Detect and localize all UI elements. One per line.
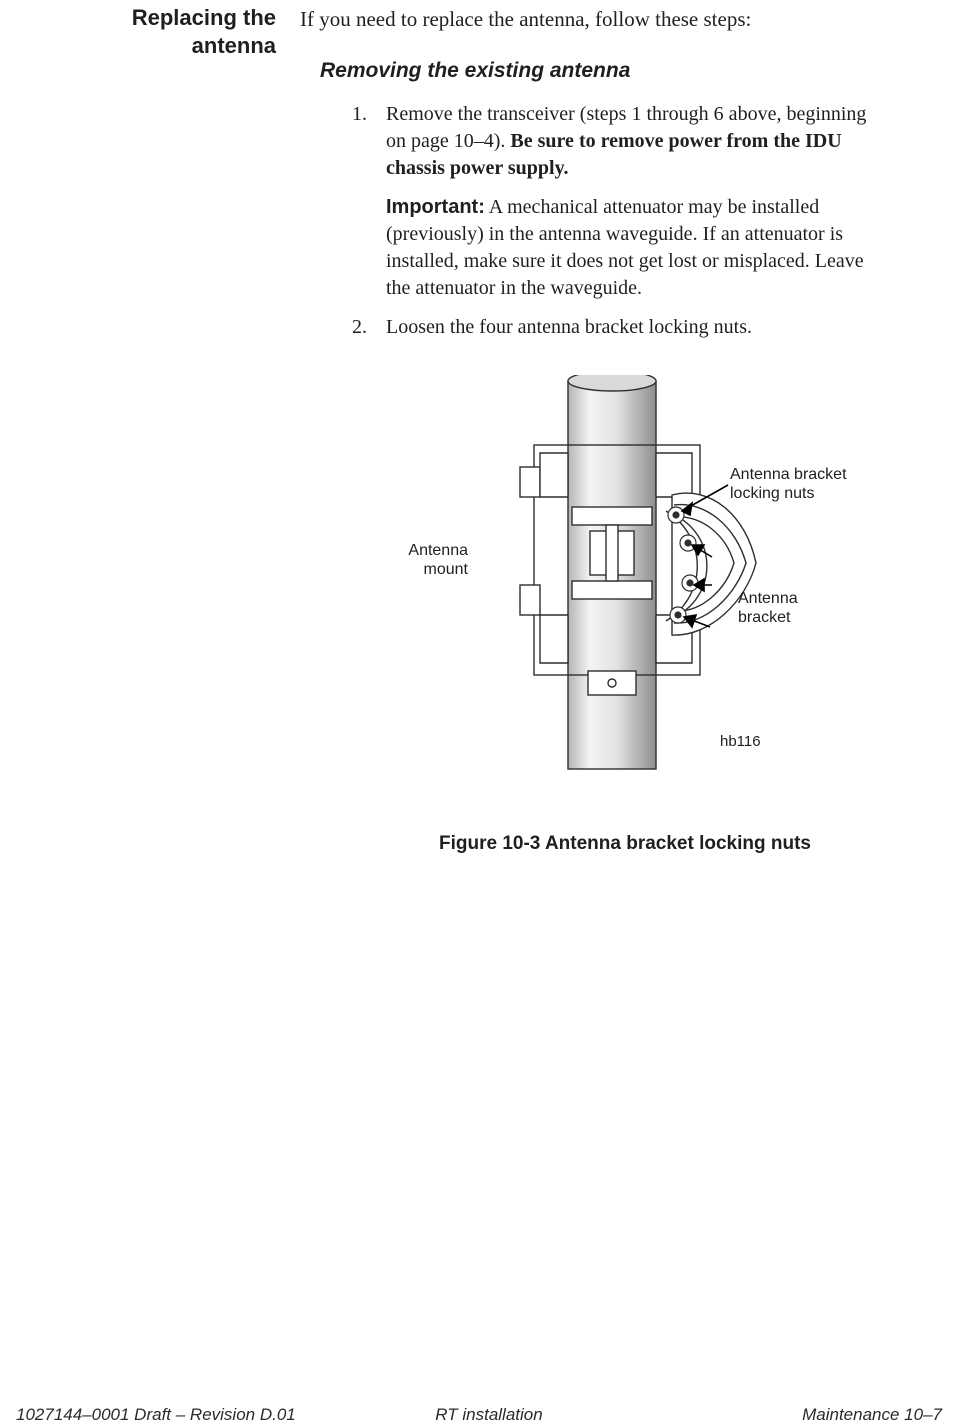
antenna-bracket-diagram bbox=[460, 375, 760, 775]
main-column: If you need to replace the antenna, foll… bbox=[300, 4, 930, 855]
figure-caption: Figure 10-3 Antenna bracket locking nuts bbox=[340, 833, 910, 855]
callout-text: bracket bbox=[738, 609, 790, 626]
section-heading: Replacing the antenna bbox=[48, 4, 276, 59]
callout-locking-nuts: Antenna bracket locking nuts bbox=[730, 465, 890, 503]
figure-block: Antenna mount Antenna bracket locking nu… bbox=[340, 365, 910, 855]
figure-canvas: Antenna mount Antenna bracket locking nu… bbox=[340, 365, 900, 805]
important-label: Important: bbox=[386, 196, 485, 218]
ordered-steps: Remove the transceiver (steps 1 through … bbox=[340, 101, 890, 341]
callout-antenna-mount: Antenna mount bbox=[388, 541, 468, 579]
step-1: Remove the transceiver (steps 1 through … bbox=[372, 101, 890, 302]
figure-caption-title: Antenna bracket locking nuts bbox=[545, 833, 811, 854]
callout-text: Antenna bbox=[738, 590, 798, 607]
side-column: Replacing the antenna bbox=[0, 4, 300, 855]
footer-left: 1027144–0001 Draft – Revision D.01 bbox=[16, 1405, 296, 1425]
callout-text: mount bbox=[424, 561, 468, 578]
diagram-svg bbox=[460, 375, 760, 775]
footer-right: Maintenance 10–7 bbox=[802, 1405, 942, 1425]
document-page: Replacing the antenna If you need to rep… bbox=[0, 0, 978, 1427]
subsection-heading: Removing the existing antenna bbox=[320, 59, 890, 83]
intro-text: If you need to replace the antenna, foll… bbox=[300, 6, 890, 33]
callout-text: Antenna bbox=[408, 542, 468, 559]
page-footer: 1027144–0001 Draft – Revision D.01 RT in… bbox=[0, 1405, 978, 1427]
callout-text: Antenna bracket bbox=[730, 466, 847, 483]
figure-id: hb116 bbox=[720, 733, 761, 750]
callout-text: locking nuts bbox=[730, 485, 815, 502]
content-area: Replacing the antenna If you need to rep… bbox=[0, 0, 978, 855]
figure-caption-label: Figure 10-3 bbox=[439, 833, 540, 854]
important-note: Important: A mechanical attenuator may b… bbox=[386, 194, 890, 302]
callout-antenna-bracket: Antenna bracket bbox=[738, 589, 868, 627]
footer-center: RT installation bbox=[435, 1405, 542, 1425]
step-2: Loosen the four antenna bracket locking … bbox=[372, 314, 890, 341]
